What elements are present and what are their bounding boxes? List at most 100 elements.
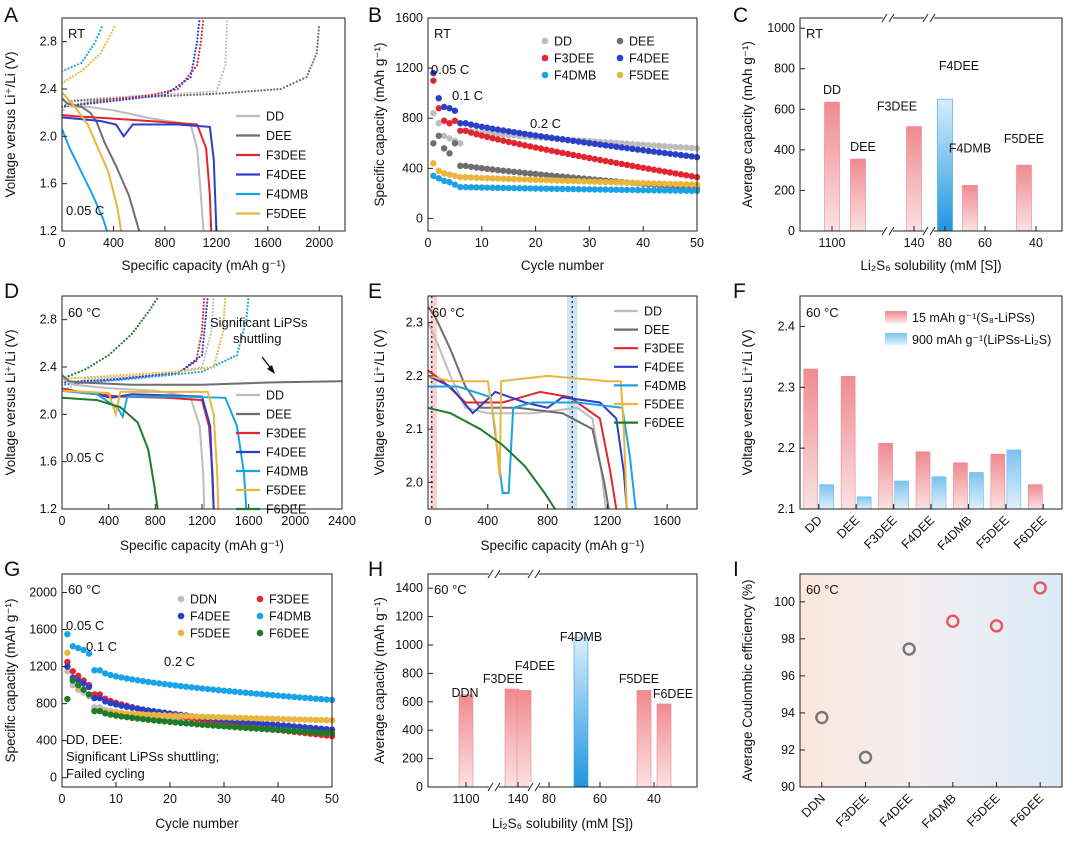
data-point xyxy=(215,722,222,730)
data-point xyxy=(483,124,491,131)
data-point xyxy=(96,707,104,715)
axis-break-slash xyxy=(494,569,501,579)
charge-curve-DD xyxy=(216,87,219,90)
x-tick-label-2: 80 xyxy=(542,792,556,806)
data-point xyxy=(602,142,609,149)
charge-curve-F4DEE xyxy=(194,50,197,53)
data-point xyxy=(677,187,685,194)
charge-curve-F5DEE xyxy=(223,301,226,304)
charge-curve-F4DEE xyxy=(197,23,200,26)
charge-curve-F6DEE xyxy=(98,359,101,362)
data-point xyxy=(543,176,550,184)
charge-curve-F3DEE xyxy=(192,362,195,365)
panel-c-average-capacity-rt: DD DEE F3DEE F4DEE F4DMB F5DEE 0 200 400 600 800 10… xyxy=(740,13,1063,273)
legend-label-F3DEE: F3DEE xyxy=(644,342,684,356)
charge-curve-F4DEE xyxy=(191,66,194,69)
data-point xyxy=(575,138,582,145)
charge-curve-F3DEE xyxy=(200,330,204,333)
data-point xyxy=(145,711,152,718)
x-category-label-0: DDN xyxy=(799,791,828,820)
bar-label-F5DEE: F5DEE xyxy=(619,672,659,686)
charge-curve-F3DEE xyxy=(201,320,204,323)
data-point xyxy=(623,144,631,152)
data-point xyxy=(451,140,459,147)
rate-label-0: 0.05 C xyxy=(431,62,469,77)
legend-label-F4DEE: F4DEE xyxy=(266,168,306,182)
charge-curve-F5DEE xyxy=(119,374,122,377)
data-point xyxy=(473,174,480,181)
rate-label-2: 0.2 C xyxy=(530,116,561,131)
data-point xyxy=(640,179,647,187)
charge-curve-DD xyxy=(170,93,173,96)
data-point xyxy=(602,178,609,186)
charge-curve-F3DEE xyxy=(200,333,203,336)
legend-label-F4DMB: F4DMB xyxy=(554,69,596,83)
charge-curve-F4DMB xyxy=(97,380,100,383)
data-point xyxy=(532,176,539,184)
charge-curve-DD xyxy=(211,304,215,307)
charge-curve-F4DEE xyxy=(196,40,199,43)
charge-curve-DD xyxy=(104,376,107,379)
data-point xyxy=(112,712,120,719)
charge-curve-F6DEE xyxy=(74,372,77,375)
charge-curve-DEE xyxy=(234,91,237,94)
legend-label-900mah: 900 mAh g⁻¹(LiPSs-Li₂S) xyxy=(912,333,1051,347)
x-axis-title: Cycle number xyxy=(521,258,605,273)
data-point xyxy=(553,135,561,142)
charge-curve-F4DEE xyxy=(201,344,205,347)
charge-curve-F5DEE xyxy=(107,37,110,40)
data-point xyxy=(553,172,561,180)
charge-curve-F4DEE xyxy=(190,69,193,72)
bar-900mah-DEE xyxy=(856,496,872,510)
charge-curve-F5DEE xyxy=(145,372,148,375)
charge-curve-DD xyxy=(186,92,189,95)
data-point xyxy=(446,135,453,142)
charge-curve-F4DMB xyxy=(82,59,85,62)
charge-curve-DD xyxy=(224,57,227,60)
data-point xyxy=(543,171,550,179)
data-point xyxy=(177,682,184,690)
y-axis-title: Average Coulombic efficiency (%) xyxy=(740,579,755,781)
charge-curve-DEE xyxy=(305,76,308,79)
data-point xyxy=(559,136,566,143)
charge-curve-F5DEE xyxy=(135,373,138,376)
charge-curve-F3DEE xyxy=(202,301,205,304)
chart-title: 60 °C xyxy=(806,305,839,320)
charge-curve-F5DEE xyxy=(167,371,170,374)
charge-curve-DEE xyxy=(212,92,215,95)
charge-curve-F5DEE xyxy=(94,56,97,60)
data-point xyxy=(204,713,211,721)
charge-curve-F3DEE xyxy=(199,43,202,47)
x-axis-title: Specific capacity (mAh g⁻¹) xyxy=(122,258,286,273)
charge-curve-F6DEE xyxy=(117,344,121,347)
charge-curve-F3DEE xyxy=(197,57,200,60)
data-point xyxy=(527,170,534,177)
x-tick-label-0: 0 xyxy=(59,792,66,806)
charge-curve-F4DEE xyxy=(189,76,192,79)
data-point xyxy=(183,720,190,727)
charge-curve-F4DMB xyxy=(177,373,180,376)
charge-curve-DD xyxy=(173,92,176,95)
y-tick-label-1: 200 xyxy=(402,752,423,766)
data-point xyxy=(634,186,642,194)
data-point xyxy=(596,156,604,164)
charge-curve-F3DEE xyxy=(154,93,157,96)
charge-curve-F4DMB xyxy=(246,301,250,304)
data-point xyxy=(247,715,255,722)
data-point xyxy=(478,184,485,191)
charge-curve-DEE xyxy=(205,93,208,96)
data-point xyxy=(494,136,502,143)
charge-curve-DD xyxy=(197,366,200,369)
data-point xyxy=(280,715,287,723)
x-category-label-1: DEE xyxy=(834,513,862,541)
legend-swatch-15mah xyxy=(885,311,907,323)
charge-curve-F6DEE xyxy=(95,361,99,364)
charge-curve-F4DEE xyxy=(141,96,144,99)
charge-curve-F3DEE xyxy=(193,66,196,70)
data-point xyxy=(677,171,685,178)
data-point xyxy=(462,183,469,191)
bar-F4DEE xyxy=(937,98,953,232)
x-category-label-5: F6DEE xyxy=(1008,791,1046,829)
data-point xyxy=(543,146,550,153)
data-point xyxy=(478,132,485,139)
